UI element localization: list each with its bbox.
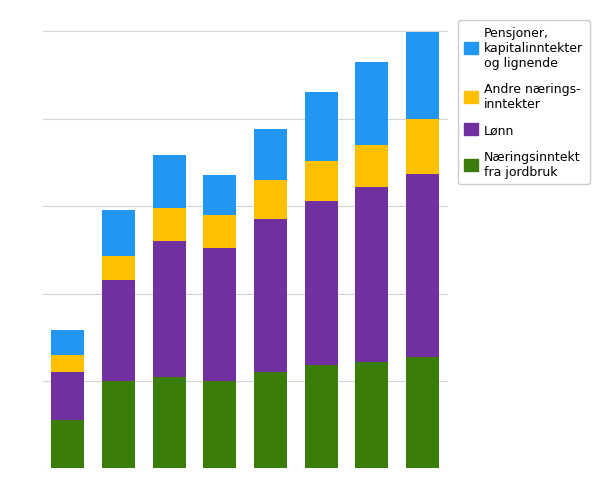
- Bar: [102, 211, 135, 256]
- Bar: [52, 421, 85, 468]
- Legend: Pensjoner,
kapitalinntekter
og lignende, Andre nærings-
inntekter, Lønn, Nærings: Pensjoner, kapitalinntekter og lignende,…: [458, 21, 590, 184]
- Bar: [52, 372, 85, 421]
- Bar: [153, 208, 186, 242]
- Bar: [254, 372, 287, 468]
- Bar: [102, 381, 135, 468]
- Bar: [153, 377, 186, 468]
- Bar: [406, 120, 438, 174]
- Bar: [355, 62, 388, 145]
- Bar: [304, 202, 337, 366]
- Bar: [203, 176, 236, 215]
- Bar: [203, 215, 236, 248]
- Bar: [355, 187, 388, 362]
- Bar: [254, 181, 287, 220]
- Bar: [52, 355, 85, 372]
- Bar: [304, 92, 337, 162]
- Bar: [304, 162, 337, 202]
- Bar: [203, 381, 236, 468]
- Bar: [153, 242, 186, 377]
- Bar: [52, 330, 85, 355]
- Bar: [102, 281, 135, 381]
- Bar: [406, 174, 438, 358]
- Bar: [406, 33, 438, 120]
- Bar: [355, 362, 388, 468]
- Bar: [153, 156, 186, 208]
- Bar: [304, 366, 337, 468]
- Bar: [355, 145, 388, 187]
- Bar: [406, 358, 438, 468]
- Bar: [102, 256, 135, 281]
- Bar: [254, 220, 287, 372]
- Bar: [203, 248, 236, 381]
- Bar: [254, 130, 287, 181]
